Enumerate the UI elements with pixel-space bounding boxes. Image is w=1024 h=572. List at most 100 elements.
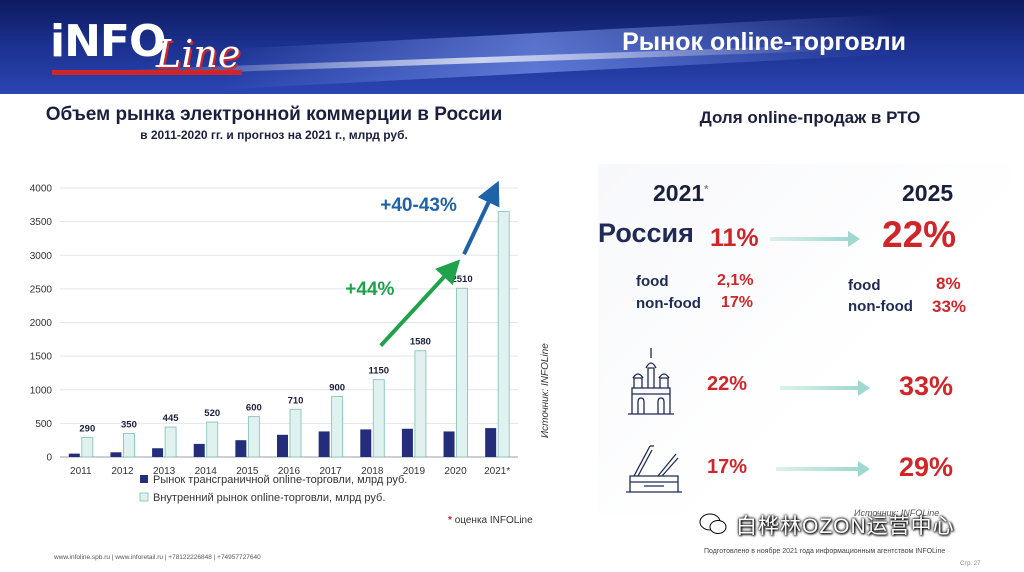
x-tick-label: 2017 (320, 466, 343, 477)
x-tick-label: 2018 (361, 466, 384, 477)
year-from-mark: * (704, 183, 709, 196)
x-tick-label: 2013 (153, 466, 176, 477)
bar-domestic (81, 437, 94, 458)
data-label: 350 (121, 419, 137, 430)
data-label: 900 (329, 382, 345, 393)
food-share-2025: 8% (936, 274, 961, 293)
ecommerce-bar-chart: 0 500 1000 1500 2000 2500 3000 3500 4000 290 2011 3… (30, 180, 518, 504)
y-tick-label: 2000 (30, 318, 53, 329)
footnote-star: * (448, 515, 452, 526)
y-tick-label: 3000 (30, 251, 53, 262)
food-share-2021: 2,1% (717, 272, 754, 289)
bar-crossborder (401, 428, 413, 457)
bar-crossborder (318, 431, 330, 457)
x-tick-label: 2016 (278, 466, 301, 477)
watermark-text: 白桦林OZON运营中心 (736, 515, 955, 538)
x-tick-label: 2012 (111, 466, 134, 477)
data-label: 1150 (368, 366, 389, 377)
bar-crossborder (110, 452, 122, 457)
footnote-text: оценка INFOLine (454, 515, 533, 526)
bar-domestic (164, 426, 177, 458)
year-to: 2025 (902, 180, 954, 206)
bar-domestic (456, 287, 468, 458)
spb-bridge-icon (626, 445, 682, 493)
growth-label: +44% (345, 279, 394, 300)
nonfood-label-2021: non-food (636, 295, 701, 312)
nonfood-share-2021: 17% (721, 294, 754, 311)
legend-swatch (140, 475, 148, 483)
bar-domestic (372, 379, 385, 458)
y-tick-label: 1500 (30, 352, 53, 363)
moscow-share-2025: 33% (899, 371, 954, 401)
bar-crossborder (485, 428, 497, 457)
logo-info-text: iNFO (50, 16, 166, 67)
russia-arrow (770, 231, 860, 247)
bar-crossborder (193, 443, 205, 457)
moscow-share-2021: 22% (707, 373, 748, 395)
share-panel-background (598, 164, 1010, 514)
bar-crossborder (443, 431, 455, 457)
y-tick-label: 3500 (30, 217, 53, 228)
legend-label: Внутренний рынок online-торговли, млрд р… (153, 492, 385, 504)
growth-label: +40-43% (380, 195, 457, 216)
growth-arrow (462, 180, 500, 256)
bar-domestic (206, 421, 219, 458)
share-panel-source: Источник: INFOLine (854, 508, 940, 518)
x-tick-label: 2011 (70, 466, 92, 477)
growth-arrow (379, 259, 461, 348)
bar-crossborder (68, 453, 80, 457)
y-tick-label: 500 (35, 419, 52, 430)
chart-footnote: * оценка INFOLine (448, 515, 533, 526)
spb-share-2021: 17% (707, 456, 748, 478)
share-panel-title: Доля online-продаж в РТО (699, 108, 921, 127)
x-tick-label: 2020 (444, 466, 467, 477)
nonfood-share-2025: 33% (932, 297, 967, 316)
data-label: 2510 (451, 274, 472, 285)
bar-domestic (123, 433, 135, 458)
country-label: Россия (598, 218, 694, 248)
x-tick-label: 2015 (236, 466, 259, 477)
russia-share-2025: 22% (882, 214, 957, 255)
x-tick-label: 2019 (403, 466, 426, 477)
x-tick-label: 2014 (195, 466, 218, 477)
bar-domestic (497, 211, 510, 458)
food-label-2021: food (636, 273, 669, 290)
data-label: 1580 (410, 337, 431, 348)
bar-crossborder (235, 440, 247, 457)
legend-label: Рынок трансграничной online-торговли, мл… (153, 474, 407, 486)
footer-contacts: www.infoline.spb.ru | www.inforetail.ru … (54, 554, 261, 561)
data-label: 520 (204, 408, 220, 419)
moscow-cathedral-icon (628, 348, 674, 415)
nonfood-label-2025: non-food (848, 298, 913, 315)
wechat-icon (699, 513, 727, 534)
footer-prepared: Подготовлено в ноябре 2021 года информац… (704, 548, 946, 555)
year-from: 2021* (653, 180, 708, 207)
data-label: 710 (288, 395, 304, 406)
y-tick-label: 0 (46, 453, 52, 464)
bar-crossborder (152, 448, 164, 457)
bar-domestic (331, 396, 344, 458)
slide-title: Рынок online-торговли (622, 28, 906, 56)
header-band: iNFO Line Рынок online-торговли (0, 0, 1024, 94)
page-number: Стр. 27 (960, 561, 981, 567)
data-label: 445 (163, 413, 180, 424)
year-from-text: 2021 (653, 180, 705, 206)
bar-domestic (414, 350, 427, 458)
legend-swatch (139, 492, 149, 502)
russia-share-2021: 11% (710, 224, 759, 252)
food-label-2025: food (848, 277, 881, 294)
y-tick-label: 4000 (30, 184, 53, 195)
bar-crossborder (360, 429, 372, 457)
chart-title: Объем рынка электронной коммерции в Росс… (45, 104, 503, 125)
spb-arrow (776, 461, 870, 477)
data-label: 290 (79, 423, 95, 434)
bar-domestic (247, 416, 260, 458)
y-tick-label: 1000 (30, 385, 53, 396)
x-tick-label: 2021* (484, 466, 510, 477)
logo-line-text: Line (156, 32, 241, 76)
bar-domestic (289, 408, 302, 458)
moscow-arrow (780, 380, 870, 396)
bar-crossborder (277, 434, 288, 457)
chart-subtitle: в 2011-2020 гг. и прогноз на 2021 г., мл… (140, 128, 408, 142)
spb-share-2025: 29% (899, 452, 954, 482)
